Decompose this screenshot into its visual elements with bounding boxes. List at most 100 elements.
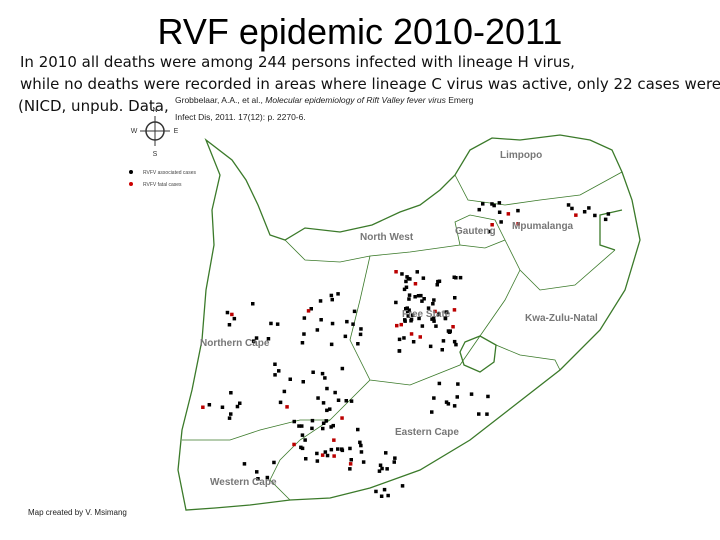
fatal-case-dot xyxy=(452,308,457,312)
case-dot xyxy=(229,391,233,395)
border xyxy=(284,239,461,263)
map xyxy=(177,134,641,511)
case-dot xyxy=(477,207,481,212)
case-dot xyxy=(405,306,409,310)
case-dot xyxy=(411,340,416,344)
case-dot xyxy=(432,298,436,302)
case-dot xyxy=(593,213,597,218)
case-dot xyxy=(321,426,325,431)
case-dot xyxy=(282,389,287,394)
fatal-case-dot xyxy=(451,325,455,329)
case-dot xyxy=(333,390,337,395)
case-dot xyxy=(345,319,349,324)
case-dot xyxy=(232,316,237,321)
case-dot xyxy=(275,322,280,326)
fatal-case-dot xyxy=(490,223,494,227)
case-dot xyxy=(404,285,409,289)
case-dot xyxy=(273,373,277,377)
case-dot xyxy=(254,336,259,340)
case-dot xyxy=(516,208,520,213)
province-label: Eastern Cape xyxy=(395,427,459,438)
province-label: Gauteng xyxy=(455,226,496,237)
case-dot xyxy=(320,371,325,376)
legend: RVFV associated cases RVFV fatal cases xyxy=(129,170,196,188)
case-dot xyxy=(323,376,327,380)
fatal-case-dot xyxy=(506,212,511,216)
fatal-case-dot xyxy=(230,312,234,317)
case-dot xyxy=(321,401,326,405)
case-dot xyxy=(315,328,320,332)
province-label: Northern Cape xyxy=(200,338,270,349)
compass-e: E xyxy=(174,128,179,135)
case-dot xyxy=(356,427,360,432)
case-dot xyxy=(421,276,426,280)
case-dot xyxy=(227,416,232,420)
case-dot xyxy=(348,467,352,471)
case-dot xyxy=(272,460,276,465)
province-label: Mpumalanga xyxy=(512,221,574,232)
case-dot xyxy=(277,369,281,373)
case-dot xyxy=(426,306,431,310)
case-dot xyxy=(302,332,306,336)
border xyxy=(504,239,616,291)
case-dot xyxy=(336,292,340,296)
case-dot xyxy=(315,451,319,456)
case-dot xyxy=(417,316,421,321)
case-dot xyxy=(452,339,457,344)
case-dot xyxy=(359,450,364,454)
case-dot xyxy=(256,477,260,481)
case-dot xyxy=(377,469,382,473)
case-dot xyxy=(321,421,326,425)
compass: N W E S xyxy=(131,107,179,158)
case-dot xyxy=(310,426,314,431)
case-dot xyxy=(356,342,360,346)
case-dot xyxy=(325,408,329,413)
case-dot xyxy=(404,279,408,284)
case-dot xyxy=(492,203,496,208)
citation-source: Infect Dis, 2011. 17(12): p. 2270-6. xyxy=(175,112,306,122)
case-dot xyxy=(301,380,305,384)
case-dot xyxy=(434,324,438,328)
case-dot xyxy=(358,440,362,445)
case-dot xyxy=(446,402,451,406)
fatal-case-dot xyxy=(348,462,353,466)
fatal-case-dot xyxy=(201,405,205,409)
case-dot xyxy=(481,202,485,206)
case-dot xyxy=(382,487,387,492)
fatal-case-dot xyxy=(413,282,418,286)
citation: Grobbelaar, A.A., et al., Molecular epid… xyxy=(175,95,474,105)
case-dot xyxy=(416,294,421,298)
case-dot xyxy=(397,349,402,353)
case-dot xyxy=(420,299,424,303)
case-dot xyxy=(405,309,410,314)
case-dot xyxy=(374,489,378,494)
case-dot xyxy=(235,404,240,409)
case-dot xyxy=(379,494,384,498)
fatal-case-dot xyxy=(395,323,399,328)
case-dot xyxy=(422,297,426,301)
case-dot xyxy=(378,463,383,467)
case-dot xyxy=(444,310,448,314)
fatal-case-dot xyxy=(332,438,336,442)
case-dot xyxy=(318,299,323,303)
case-dot xyxy=(458,275,463,280)
case-dot xyxy=(440,348,444,352)
intro-line: (NICD, unpub. Data, xyxy=(18,97,169,115)
case-dot xyxy=(325,386,329,391)
case-dot xyxy=(315,459,320,463)
compass-n: N xyxy=(152,107,157,114)
case-dot xyxy=(441,339,446,343)
case-dot xyxy=(359,443,363,448)
case-dot xyxy=(300,433,305,437)
case-dot xyxy=(485,412,489,416)
case-dot xyxy=(251,302,255,306)
case-dot xyxy=(407,293,412,297)
case-dot xyxy=(329,342,334,347)
legend-dot xyxy=(129,170,133,174)
case-dot xyxy=(331,423,335,428)
case-dot xyxy=(430,410,434,414)
province-label: Western Cape xyxy=(210,477,277,488)
border xyxy=(454,171,623,206)
legend-label: RVFV fatal cases xyxy=(143,182,182,188)
case-dot xyxy=(487,229,491,234)
